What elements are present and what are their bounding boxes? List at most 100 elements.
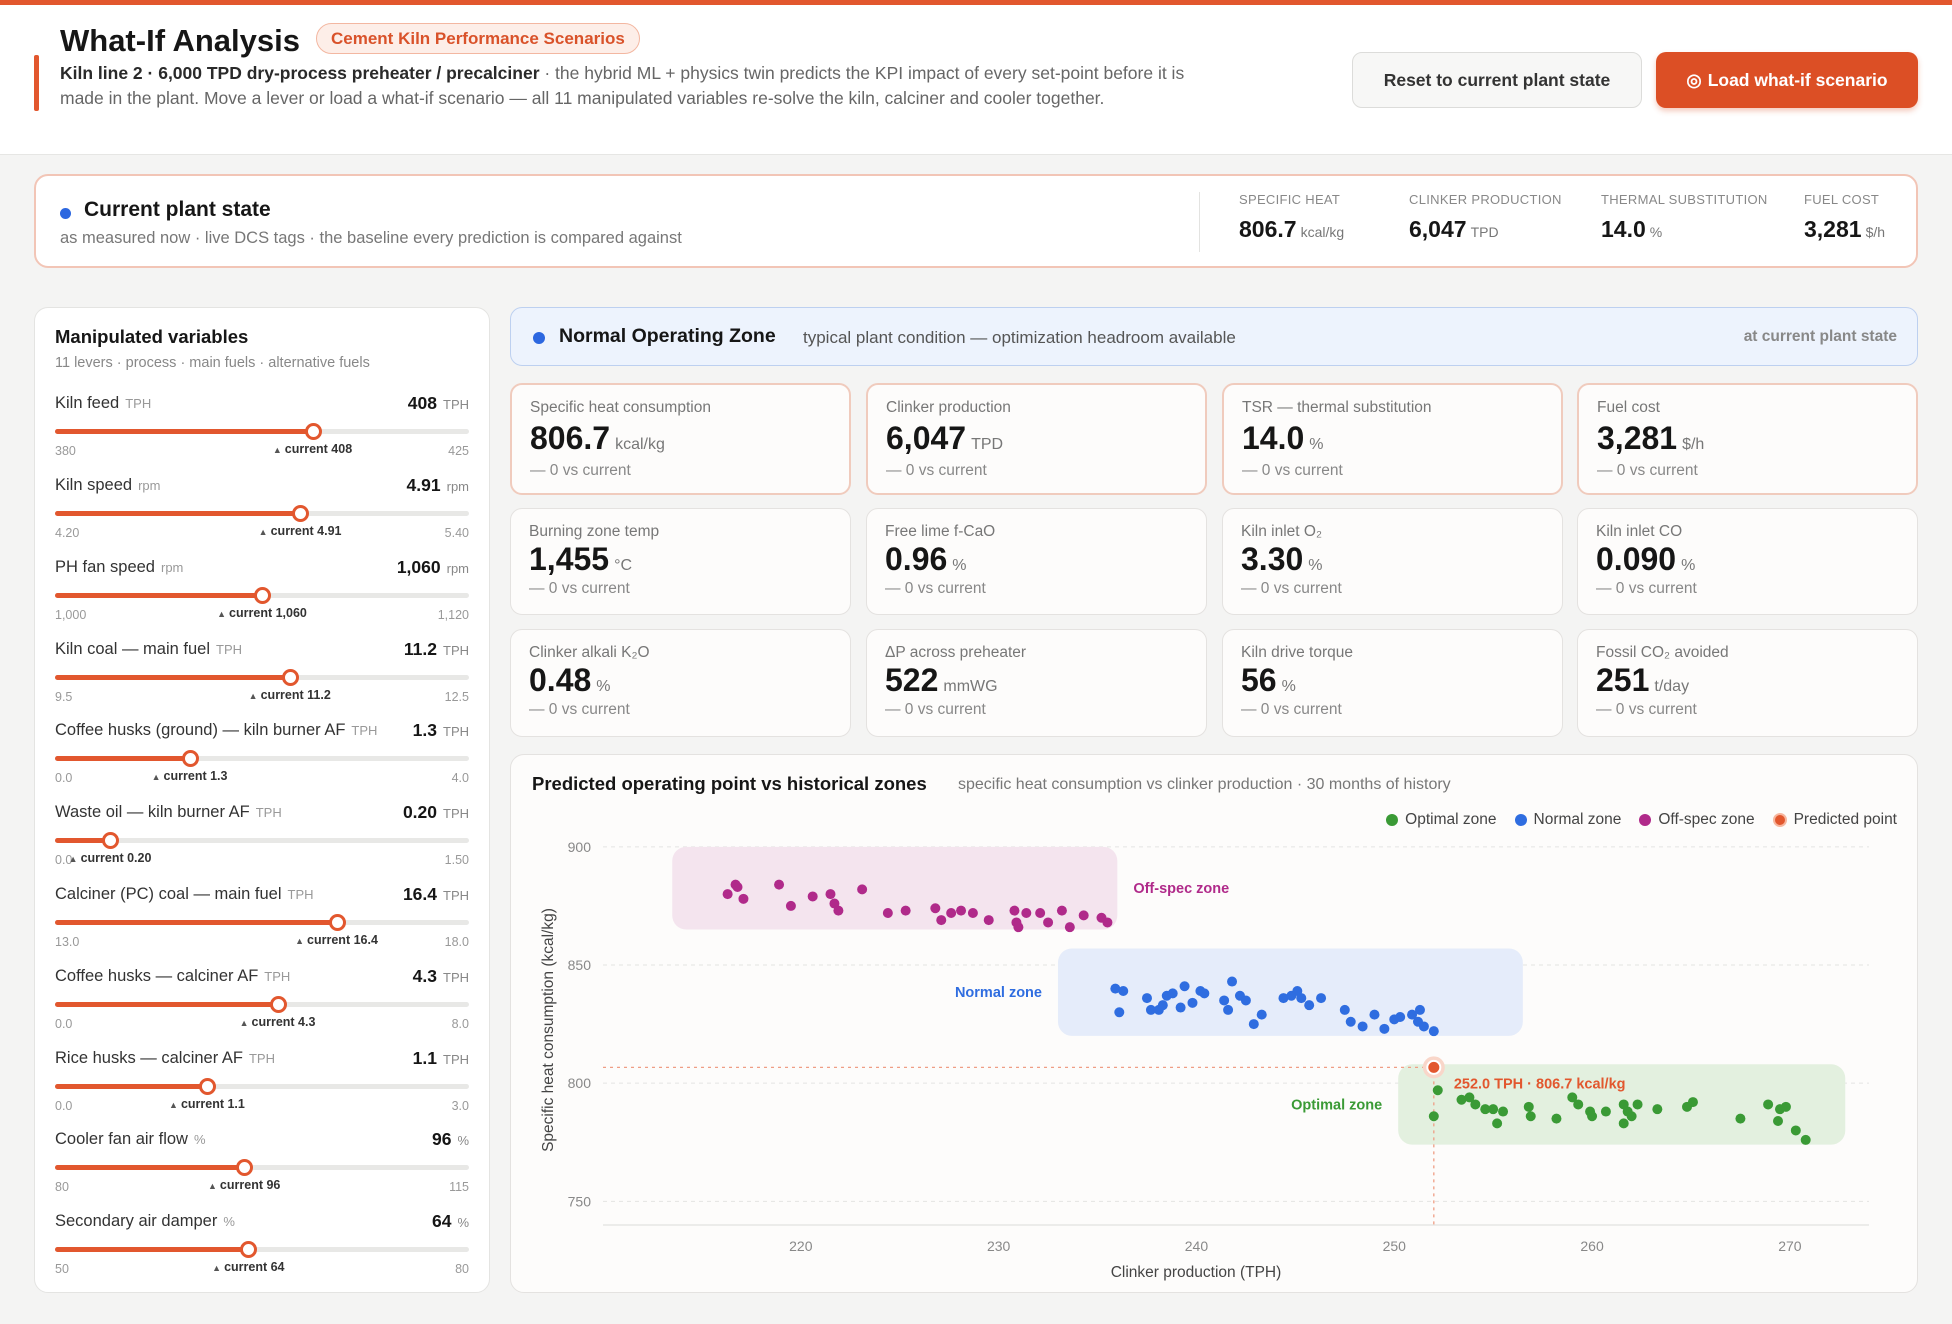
state-metric-specific-heat: SPECIFIC HEAT 806.7 kcal/kg [1239,192,1344,243]
lever-max: 1,120 [437,608,469,622]
data-point-offspec [1043,917,1054,928]
lever-slider-track[interactable] [55,1159,469,1176]
lever-slider-thumb[interactable] [236,1159,254,1176]
data-point-optimal [1780,1101,1791,1112]
kpi-card-6: Kiln inlet O₂ 3.30% — 0 vs current [1222,508,1563,615]
data-point-normal [1199,988,1210,999]
chart-title: Predicted operating point vs historical … [532,773,927,794]
lever-min: 13.0 [55,935,80,949]
lever-name: Kiln speed rpm [55,476,161,494]
data-point-normal [1418,1021,1429,1032]
lever-slider-track[interactable] [55,832,469,849]
lever-name: Kiln coal — main fuel TPH [55,640,242,658]
legend-item-optimal[interactable]: Optimal zone [1386,811,1497,829]
lever-slider-track[interactable] [55,1241,469,1258]
legend-item-offspec[interactable]: Off-spec zone [1639,811,1755,829]
lever-name: Kiln feed TPH [55,394,152,412]
zone-label-offspec: Off-spec zone [1133,881,1229,897]
page-description: Kiln line 2 · 6,000 TPD dry-process preh… [60,61,1200,110]
lever-slider-fill [55,1165,245,1170]
lever-slider-track[interactable] [55,505,469,522]
data-point-optimal [1573,1099,1584,1110]
lever-slider-thumb[interactable] [269,996,287,1013]
lever-current-marker: ▲ current 64 [212,1260,285,1274]
data-point-normal [1316,993,1327,1004]
lever-7: Coffee husks — calciner AF TPH 4.3 TPH 0.0 8.… [55,966,469,1049]
lever-slider-thumb[interactable] [304,423,322,440]
kpi-delta: — 0 vs current [885,701,986,718]
lever-max: 12.5 [444,690,469,704]
data-point-optimal [1773,1116,1784,1126]
data-point-normal [1357,1021,1368,1032]
data-point-normal [1379,1023,1390,1034]
lever-min: 1,000 [55,608,87,622]
legend-item-predicted[interactable]: Predicted point [1772,811,1897,829]
y-tick-label: 750 [568,1193,592,1209]
zone-region-offspec [672,846,1118,930]
lever-slider-track[interactable] [55,587,469,604]
data-point-offspec [785,900,796,911]
lever-min: 0.0 [55,1099,73,1113]
zone-dot [533,332,545,344]
kpi-card-0: Specific heat consumption 806.7 kcal/kg — 0… [510,383,851,495]
kpi-value: 14.0% [1242,420,1324,456]
x-tick-label: 270 [1778,1238,1802,1254]
data-point-optimal [1618,1118,1629,1129]
kpi-card-7: Kiln inlet CO 0.090% — 0 vs current [1577,508,1918,615]
lever-name: Coffee husks — calciner AF TPH [55,967,291,985]
lever-slider-thumb[interactable] [281,669,299,686]
lever-current-marker: ▲ current 1.3 [151,769,228,783]
lever-max: 3.0 [451,1099,469,1113]
lever-slider-track[interactable] [55,423,469,440]
metric-unit: % [1649,224,1663,240]
lever-slider-track[interactable] [55,996,469,1013]
kpi-label: TSR — thermal substitution [1242,399,1432,416]
kpi-card-8: Clinker alkali K₂O 0.48% — 0 vs current [510,629,851,737]
lever-name: Rice husks — calciner AF TPH [55,1049,275,1067]
lever-slider-track[interactable] [55,669,469,686]
chart-panel: Predicted operating point vs historical … [510,754,1918,1293]
lever-slider-fill [55,511,301,516]
lever-slider-thumb[interactable] [181,750,199,767]
lever-slider-track[interactable] [55,1078,469,1095]
reset-button[interactable]: Reset to current plant state [1352,52,1642,108]
legend-item-normal[interactable]: Normal zone [1514,811,1621,829]
lever-slider-track[interactable] [55,914,469,931]
caret-up-icon: ▲ [295,936,305,946]
lever-6: Calciner (PC) coal — main fuel TPH 16.4 TPH… [55,884,469,967]
x-tick-label: 240 [1185,1238,1209,1254]
lever-current-marker: ▲ current 1.1 [169,1097,245,1111]
levers-title: Manipulated variables [55,326,249,347]
load-scenario-button[interactable]: ◎ Load what-if scenario [1656,52,1918,108]
lever-4: Coffee husks (ground) — kiln burner AF TP… [55,720,469,803]
lever-slider-thumb[interactable] [240,1241,258,1258]
predicted-point-label: 252.0 TPH · 806.7 kcal/kg [1454,1076,1626,1092]
data-point-offspec [1035,908,1046,918]
data-point-normal [1256,1009,1267,1020]
lever-min: 0.0 [55,1017,73,1031]
x-axis-label: Clinker production (TPH) [1111,1264,1282,1281]
data-point-normal [1114,1007,1125,1018]
lever-slider-thumb[interactable] [254,587,271,604]
data-point-normal [1428,1026,1439,1037]
caret-up-icon: ▲ [68,854,78,864]
data-point-offspec [833,905,844,916]
lever-slider-thumb[interactable] [292,505,310,522]
lever-slider-thumb[interactable] [328,914,346,931]
lever-slider-thumb[interactable] [198,1078,216,1095]
lever-value: 408 TPH [407,393,469,413]
data-point-optimal [1567,1092,1578,1103]
data-point-normal [1141,993,1152,1004]
data-point-offspec [1013,922,1024,933]
lever-slider-thumb[interactable] [102,832,120,849]
caret-up-icon: ▲ [248,691,258,701]
chart-legend: Optimal zone Normal zone Off-spec zone P… [1386,811,1897,829]
kpi-value: 56% [1241,662,1296,698]
y-tick-label: 800 [568,1075,592,1091]
lever-slider-fill [55,675,290,680]
data-point-normal [1369,1009,1380,1020]
lever-slider-track[interactable] [55,750,469,767]
data-point-optimal [1488,1104,1499,1115]
data-point-optimal [1735,1113,1746,1124]
data-point-normal [1240,995,1251,1006]
